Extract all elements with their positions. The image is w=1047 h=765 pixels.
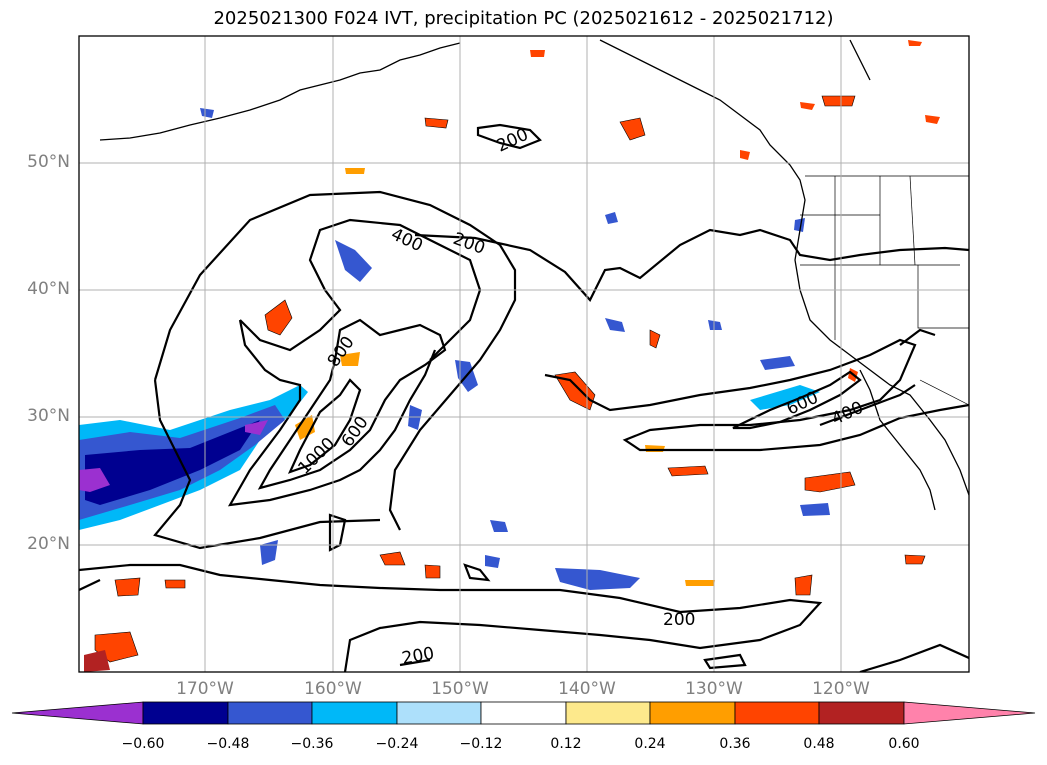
lon-label: 160°W — [304, 679, 362, 699]
colorbar-tick-label: −0.12 — [459, 736, 503, 752]
colorbar-tick-label: −0.60 — [121, 736, 165, 752]
colorbar-extend-low — [11, 701, 144, 725]
lon-label: 170°W — [176, 679, 234, 699]
colorbar-tick-label: 0.24 — [634, 736, 666, 752]
gridlines — [79, 36, 969, 672]
colorbar-tick-label: −0.24 — [375, 736, 419, 752]
colorbar-tick-label: −0.36 — [290, 736, 334, 752]
lon-label: 140°W — [558, 679, 616, 699]
lat-label: 20°N — [27, 534, 70, 554]
lat-label: 30°N — [27, 406, 70, 426]
lon-label: 130°W — [685, 679, 743, 699]
colorbar-tick-label: 0.48 — [803, 736, 835, 752]
lat-label: 40°N — [27, 279, 70, 299]
state-borders — [800, 175, 969, 406]
colorbar-tick-label: −0.48 — [206, 736, 250, 752]
contour-label: 200 — [663, 610, 695, 630]
colorbar-tick-label: 0.12 — [550, 736, 582, 752]
map-border — [78, 35, 970, 673]
map-background — [79, 36, 969, 672]
map-title: 2025021300 F024 IVT, precipitation PC (2… — [213, 8, 834, 29]
precip-positive-blobs — [84, 40, 940, 672]
colorbar-tick-label: 0.36 — [719, 736, 751, 752]
colorbar — [11, 701, 1036, 725]
lat-label: 50°N — [27, 152, 70, 172]
lon-label: 150°W — [431, 679, 489, 699]
ivt-contours — [79, 123, 969, 672]
lon-label: 120°W — [812, 679, 870, 699]
colorbar-tick-label: 0.60 — [888, 736, 920, 752]
colorbar-extend-high — [903, 701, 1036, 725]
